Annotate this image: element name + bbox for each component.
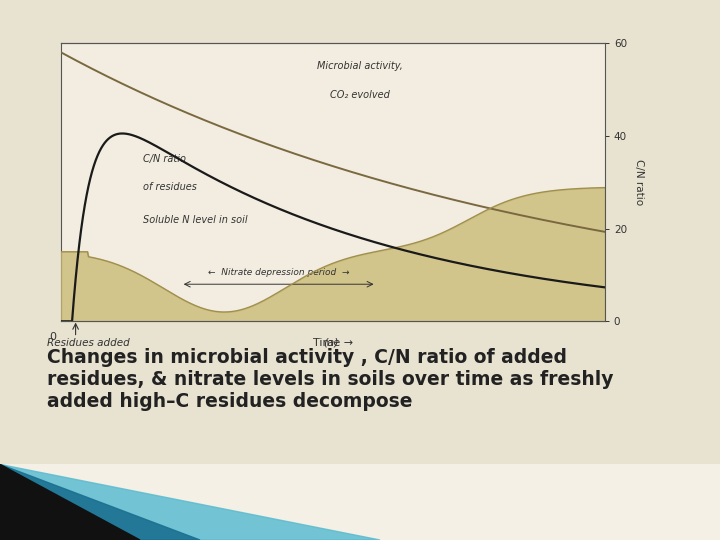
- Text: Soluble N level in soil: Soluble N level in soil: [143, 215, 248, 225]
- Y-axis label: C/N ratio: C/N ratio: [634, 159, 644, 205]
- Text: of residues: of residues: [143, 183, 197, 192]
- Polygon shape: [0, 464, 380, 540]
- Text: Residues added: Residues added: [47, 338, 130, 348]
- Text: (a): (a): [323, 338, 339, 348]
- Text: 0: 0: [49, 333, 55, 342]
- Polygon shape: [0, 464, 200, 540]
- Text: ←  Nitrate depression period  →: ← Nitrate depression period →: [208, 268, 349, 277]
- Text: Changes in microbial activity , C/N ratio of added
residues, & nitrate levels in: Changes in microbial activity , C/N rati…: [47, 348, 613, 411]
- Text: Microbial activity,: Microbial activity,: [318, 61, 403, 71]
- Text: Time →: Time →: [313, 338, 353, 348]
- Polygon shape: [0, 464, 140, 540]
- Text: C/N ratio: C/N ratio: [143, 154, 186, 164]
- Text: CO₂ evolved: CO₂ evolved: [330, 90, 390, 99]
